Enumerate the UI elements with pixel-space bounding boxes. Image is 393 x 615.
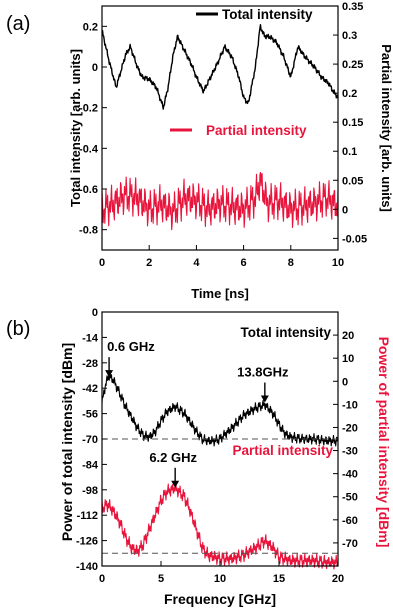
panel-a-y-tick-label-0: 0.2 [83, 21, 98, 33]
panel-b-annotation-2: 13.8GHz [237, 365, 289, 380]
panel-a-series-layer [101, 23, 339, 231]
panel-b-y2-tick-label-8: -60 [342, 515, 358, 527]
panel-b-y2-tick-label-0: 20 [342, 330, 354, 342]
panel-b-legend-partial-label: Partial intensity [232, 443, 333, 458]
panel-b-y2-tick-label-5: -30 [342, 446, 358, 458]
panel-b-y2-tick-label-2: 0 [342, 376, 348, 388]
panel-b-annotation-arrowhead-2 [260, 395, 269, 403]
panel-b-y2-tick-label-4: -20 [342, 422, 358, 434]
panel-b-y2-tick-label-7: -50 [342, 492, 358, 504]
panel-b-y2-tick-label-3: -10 [342, 399, 358, 411]
panel-b-frame [101, 311, 339, 567]
panel-b-y-tick-label-8: -112 [77, 510, 98, 522]
panel-a-y2-tick-label-4: 0.15 [342, 117, 363, 129]
panel-a-series-1-line [101, 23, 339, 110]
panel-b-axes-layer: 0 5 10 15 20 0 -14 -28 -42 -56 -70 -84 -98 -112 -126 -1… [76, 307, 358, 585]
panel-b-y-tick-label-1: -14 [82, 332, 99, 344]
panel-a-x-tick-label-2: 4 [193, 257, 200, 269]
panel-b-y-label: Power of total intensity [dBm] [59, 343, 75, 541]
panel-a-x-tick-label-0: 0 [99, 257, 105, 269]
panel-b-annotation-1: 0.6 GHz [107, 339, 155, 354]
panel-b-y-tick-label-2: -28 [82, 358, 98, 370]
panel-b-y-tick-label-5: -70 [82, 434, 98, 446]
panel-b: (b) 0 5 10 15 20 0 -14 -28 -42 -56 -70 -84 -98 -112 -1… [6, 307, 392, 607]
panel-a-label: (a) [6, 13, 30, 35]
panel-b-y2-tick-label-6: -40 [342, 469, 358, 481]
panel-a-legend-total-label: Total intensity [222, 7, 313, 22]
panel-b-x-tick-label-2: 10 [214, 573, 226, 585]
panel-a-x-tick-label-1: 2 [146, 257, 152, 269]
panel-a-frame [101, 5, 339, 251]
panel-a-y-tick-label-4: -0.6 [79, 184, 98, 196]
panel-b-x-label: Frequency [GHz] [164, 591, 276, 607]
panel-a-y2-tick-label-2: 0.25 [342, 59, 363, 71]
panel-a-y2-tick-label-5: 0.1 [342, 146, 357, 158]
panel-a-y2-tick-label-0: 0.35 [342, 1, 363, 13]
panel-b-label: (b) [6, 318, 30, 340]
panel-b-x-tick-label-0: 0 [99, 573, 105, 585]
panel-b-y-tick-label-9: -126 [76, 536, 98, 548]
panel-b-y-tick-label-6: -84 [82, 459, 99, 471]
panel-b-y-tick-label-0: 0 [92, 307, 98, 319]
panel-a-y2-tick-label-3: 0.2 [342, 88, 357, 100]
panel-b-y-tick-label-7: -98 [82, 485, 98, 497]
panel-a-axes-layer: 0 2 4 6 8 10 0.2 0 -0.2 -0.4 -0.6 -0.8 0.35 0.3 0.25 0.… [79, 1, 367, 269]
panel-a-y-tick-label-1: 0 [92, 62, 98, 74]
panel-b-x-tick-label-4: 20 [332, 573, 344, 585]
panel-b-annotation-3: 6.2 GHz [149, 450, 197, 465]
panel-b-y2-label: Power of partial intensity [dBm] [376, 337, 392, 548]
panel-a-series-2-line [101, 171, 339, 231]
panel-a-y2-label: Partial intensity [arb. units] [379, 44, 393, 212]
panel-b-annotations: 0.6 GHz 13.8GHz 6.2 GHz [105, 339, 289, 488]
panel-a-x-tick-label-3: 6 [241, 257, 247, 269]
panel-a-y-label: Total intensity [arb. units] [68, 49, 83, 207]
panel-b-annotation-arrowhead-1 [105, 370, 114, 378]
panel-a-y2-tick-label-6: 0.05 [342, 175, 363, 187]
panel-b-x-tick-label-3: 15 [273, 573, 285, 585]
panel-b-y2-tick-label-9: -70 [342, 538, 358, 550]
panel-a-legend-partial-label: Partial intensity [206, 123, 307, 138]
panel-b-y2-tick-label-1: 10 [342, 353, 354, 365]
panel-a-y2-tick-label-7: 0 [342, 204, 348, 216]
panel-b-annotation-arrowhead-3 [171, 480, 180, 488]
panel-b-y-tick-label-3: -42 [82, 383, 98, 395]
panel-a-y-tick-label-2: -0.2 [79, 103, 98, 115]
panel-b-y-tick-label-10: -140 [76, 561, 98, 573]
panel-b-legend-total-label: Total intensity [240, 325, 331, 340]
panel-a-y2-tick-label-1: 0.3 [342, 30, 357, 42]
panel-b-y-tick-label-4: -56 [82, 409, 98, 421]
panel-a-x-tick-label-5: 10 [332, 257, 344, 269]
panel-a-x-tick-label-4: 8 [288, 257, 294, 269]
panel-b-series-1-line [101, 373, 339, 447]
panel-a-y2-tick-label-8: -0.05 [342, 233, 367, 245]
panel-a-y-tick-label-5: -0.8 [79, 225, 98, 237]
panel-b-x-tick-label-1: 5 [158, 573, 164, 585]
panel-a-x-label: Time [ns] [191, 286, 249, 301]
panel-a-y-tick-label-3: -0.4 [79, 143, 99, 155]
panel-a: (a) 0 2 4 6 8 10 0.2 0 -0.2 -0.4 -0.6 -0.8 0.35 0.3 0.… [6, 1, 393, 301]
